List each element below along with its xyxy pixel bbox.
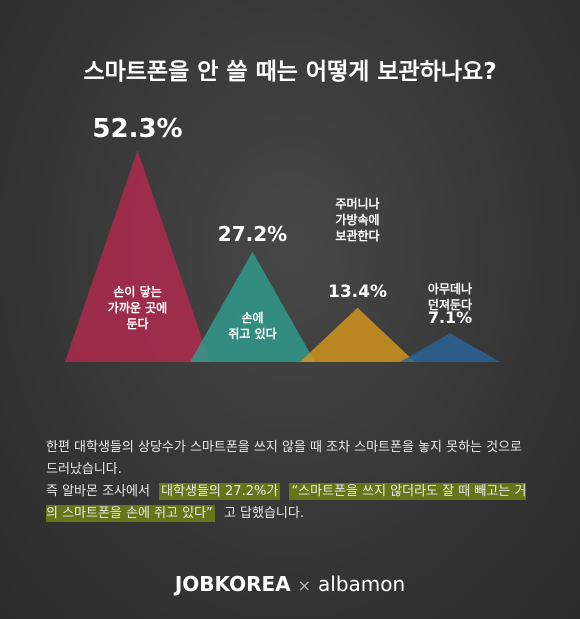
paragraph: 한편 대학생들의 상당수가 스마트폰을 쓰지 않을 때 조차 스마트폰을 놓지 … — [46, 437, 536, 481]
value-label: 7.1% — [427, 308, 473, 328]
category-label: 손이 닿는 가까운 곳에 둔다 — [107, 285, 168, 331]
value-label: 27.2% — [217, 221, 288, 246]
triangle — [400, 333, 500, 362]
chart-title: 스마트폰을 안 쓸 때는 어떻게 보관하나요? — [83, 59, 497, 85]
brand: albamon — [318, 572, 406, 596]
paragraph: 즉 알바몬 조사에서 대학생들의 27.2%가 “스마트폰을 쓰지 않더라도 잘… — [46, 481, 536, 525]
text-segment: 즉 알바몬 조사에서 — [46, 484, 150, 499]
category-label: 아무데나 던져둔다 — [427, 282, 473, 313]
triangle — [65, 150, 210, 362]
triangle — [190, 251, 315, 362]
category-label: 주머니나 가방속에 보관한다 — [335, 196, 380, 243]
brand: JOBKOREA — [174, 572, 291, 596]
text-segment: 한편 대학생들의 상당수가 스마트폰을 쓰지 않을 때 조차 스마트폰을 놓지 … — [46, 440, 523, 477]
footer: JOBKOREA × albamon — [0, 572, 580, 596]
value-label: 13.4% — [328, 281, 387, 302]
triangle — [300, 307, 415, 362]
category-label: 손에 쥐고 있다 — [228, 311, 277, 341]
separator: × — [297, 576, 312, 595]
text-segment: 대학생들의 27.2%가 — [159, 483, 281, 500]
text-segment: 고 답했습니다. — [223, 506, 304, 521]
body-text: 한편 대학생들의 상당수가 스마트폰을 쓰지 않을 때 조차 스마트폰을 놓지 … — [46, 437, 536, 525]
value-label: 52.3% — [92, 114, 183, 144]
